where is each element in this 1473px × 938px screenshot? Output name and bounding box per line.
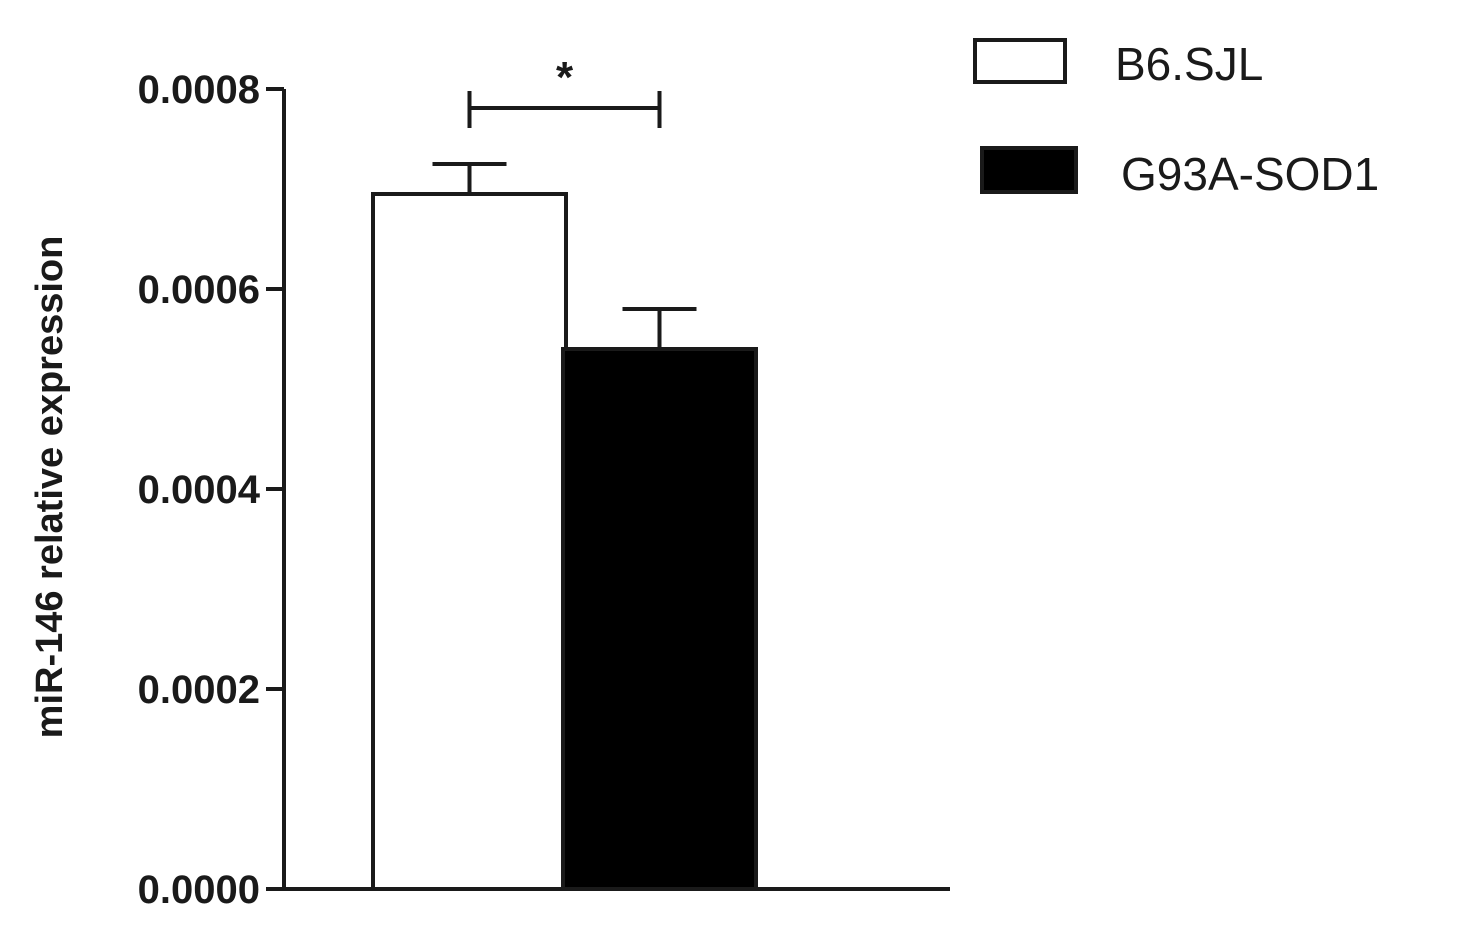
annotations: * [467, 53, 662, 128]
bar-b6-sjl [371, 192, 568, 891]
y-tick-label: 0.0006 [138, 268, 260, 312]
legend-swatch-b6-sjl [973, 38, 1067, 84]
legend-label: G93A-SOD1 [1121, 148, 1379, 200]
legend-label: B6.SJL [1115, 38, 1263, 90]
significance-marker: * [556, 53, 574, 102]
y-tick-label: 0.0002 [138, 668, 260, 712]
y-tick-label: 0.0000 [138, 868, 260, 912]
legend: B6.SJL G93A-SOD1 [973, 38, 1379, 200]
y-tick-label: 0.0004 [138, 468, 261, 512]
bars [371, 162, 758, 891]
bar-g93a-sod1 [561, 347, 758, 891]
y-axis-title: miR-146 relative expression [29, 236, 71, 739]
y-tick-label: 0.0008 [138, 68, 260, 112]
legend-swatch-g93a-sod1 [980, 146, 1078, 194]
axes: 0.0000 0.0002 0.0004 0.0006 0.0008 miR-146 re… [29, 68, 950, 912]
